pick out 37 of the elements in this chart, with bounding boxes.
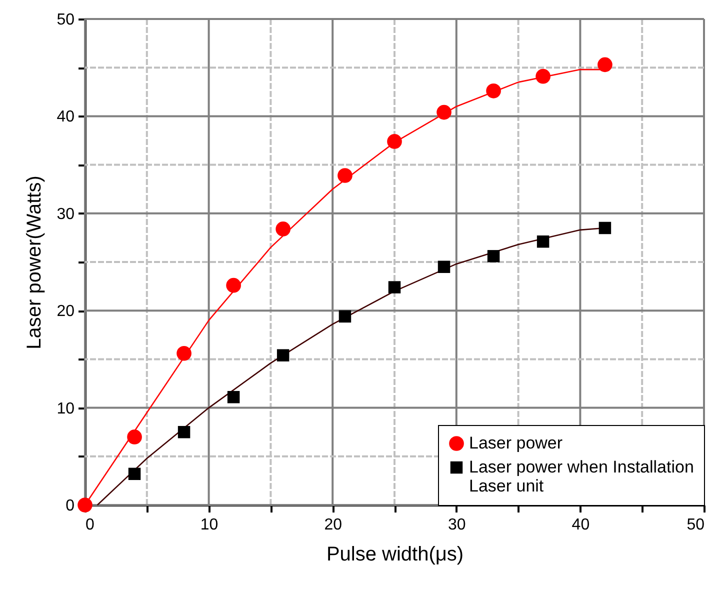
y-axis-title: Laser power(Watts) <box>24 176 46 350</box>
point <box>436 104 452 120</box>
legend-label: Laser power when Installation Laser unit <box>469 458 694 496</box>
point <box>227 390 240 404</box>
point <box>598 57 612 72</box>
point <box>338 168 352 183</box>
point <box>438 260 450 273</box>
y-tick-label: 20 <box>56 303 75 320</box>
point <box>276 349 290 362</box>
point <box>338 310 352 323</box>
point <box>178 426 190 438</box>
x-axis-title: Pulse width(μs) <box>326 544 464 566</box>
point <box>536 235 550 248</box>
point <box>487 250 500 262</box>
y-tick-label: 40 <box>56 108 75 126</box>
point <box>598 222 612 234</box>
point <box>127 430 142 444</box>
y-tick-label: 0 <box>66 498 75 514</box>
y-tick-label: 30 <box>56 206 75 223</box>
point <box>78 498 92 512</box>
point <box>387 134 402 149</box>
x-tick-label: 10 <box>200 516 218 534</box>
y-tick-label: 50 <box>56 12 75 28</box>
point <box>486 84 501 98</box>
x-tick-label: 20 <box>324 516 342 534</box>
y-tick-label: 10 <box>56 400 75 418</box>
point <box>128 468 141 480</box>
point <box>388 281 401 294</box>
legend-label: Laser power <box>469 434 563 452</box>
x-tick-label: 50 <box>686 516 705 534</box>
point <box>226 278 241 293</box>
x-tick-label: 30 <box>448 516 466 534</box>
x-tick-label: 40 <box>572 516 590 534</box>
point <box>276 222 290 236</box>
point <box>176 346 192 361</box>
point <box>536 68 550 84</box>
x-tick-label: 0 <box>86 516 94 534</box>
